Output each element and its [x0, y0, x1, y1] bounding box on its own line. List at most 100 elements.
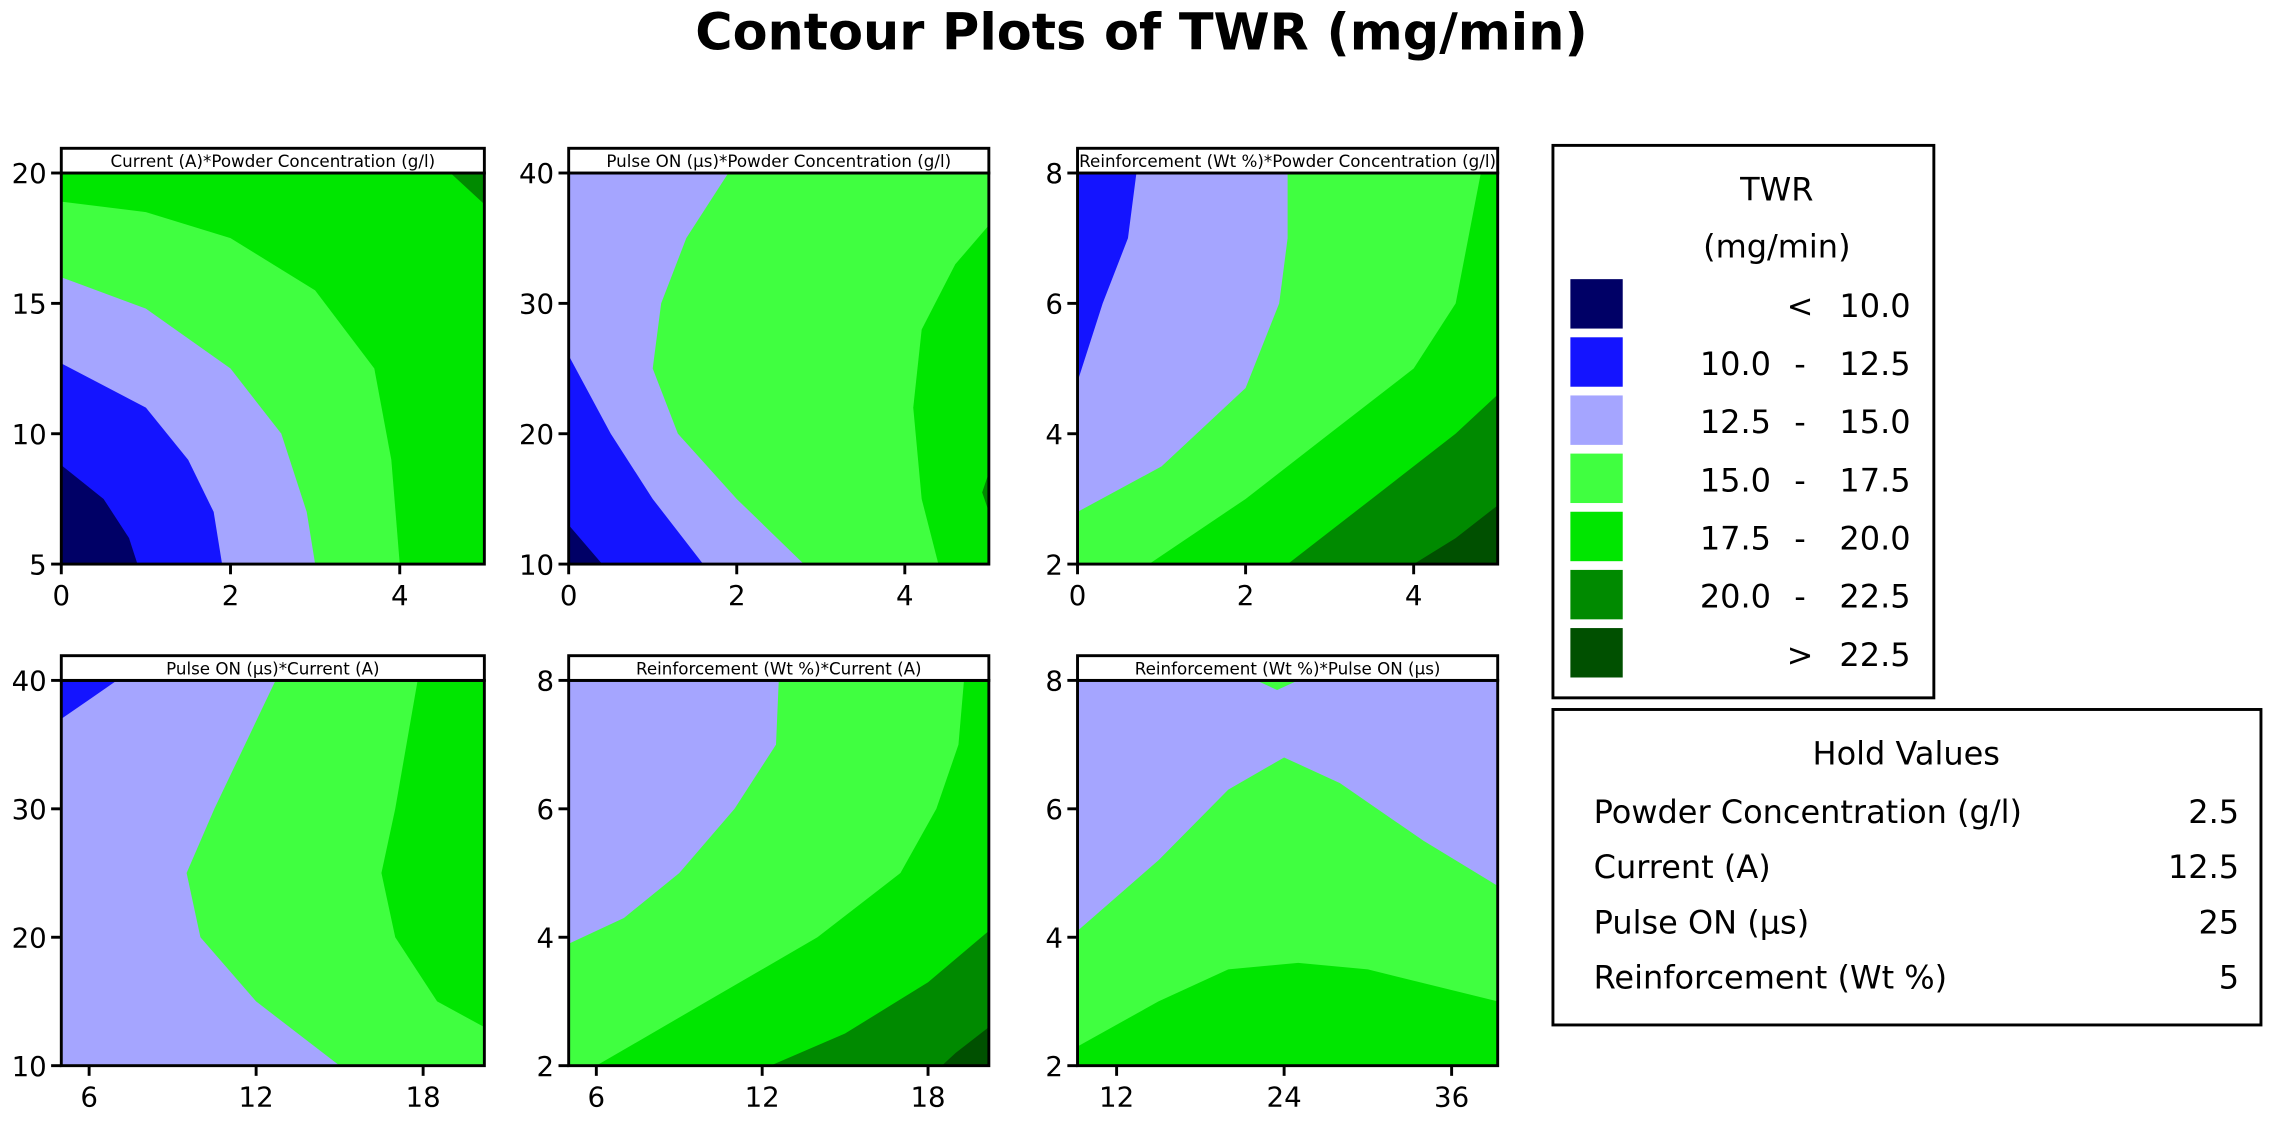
legend-high: 20.0: [1839, 520, 1910, 558]
y-tick-label: 40: [519, 157, 554, 190]
x-tick-label: 18: [910, 1080, 945, 1113]
legend-entry: 10.0-12.5: [1570, 337, 1911, 387]
legend-swatch: [1570, 279, 1623, 329]
contour-region: [596, 680, 989, 1066]
y-tick-label: 2: [537, 1050, 555, 1083]
contour-region: [1077, 173, 1137, 382]
panel-title-strip: [59, 654, 486, 682]
y-tick-label: 40: [12, 665, 47, 698]
y-tick-label: 10: [12, 418, 47, 451]
panel-title-strip: [1076, 654, 1500, 682]
y-tick-label: 6: [1045, 793, 1063, 826]
legend-low: 10.0: [1700, 345, 1771, 383]
y-tick-label: 20: [12, 921, 47, 954]
y-tick-label: 30: [519, 288, 554, 321]
y-tick-label: 15: [12, 288, 47, 321]
contour-region: [1413, 505, 1498, 565]
x-tick-label: 2: [222, 579, 240, 612]
hold-value: 25: [2198, 903, 2239, 941]
panel-title: Pulse ON (µs)*Powder Concentration (g/l): [606, 151, 951, 171]
legend-low: 12.5: [1700, 403, 1771, 441]
legend-high: 12.5: [1839, 345, 1910, 383]
legend-separator: -: [1794, 520, 1806, 558]
legend-units: (mg/min): [1703, 227, 1850, 265]
legend-separator: -: [1794, 345, 1806, 383]
legend-low: 20.0: [1700, 578, 1771, 616]
y-tick-label: 8: [537, 665, 555, 698]
panel-title-strip: [1076, 146, 1500, 175]
legend-high: 17.5: [1839, 461, 1910, 499]
legend-low: 15.0: [1700, 461, 1771, 499]
contour-panel: Pulse ON (µs)*Current (A) 6 12 18 10 20 30 40: [12, 654, 486, 1113]
x-tick-label: 4: [391, 579, 409, 612]
legend-separator: -: [1794, 403, 1806, 441]
legend-entry: 15.0-17.5: [1570, 453, 1911, 504]
legend-entry: 17.5-20.0: [1570, 511, 1911, 562]
contour-region: [1287, 394, 1498, 565]
contour-panel: Reinforcement (Wt %)*Pulse ON (µs)12 24 36…: [1045, 654, 1500, 1113]
panel-title: Current (A)*Powder Concentration (g/l): [110, 151, 435, 171]
legend-separator: >: [1787, 636, 1814, 674]
x-tick-label: 36: [1434, 1080, 1469, 1113]
hold-value: 12.5: [2168, 848, 2239, 886]
legend-high: 22.5: [1839, 636, 1910, 674]
contour-region: [1077, 962, 1498, 1066]
legend: TWR (mg/min) <10.010.0-12.512.5-15.015.0…: [1551, 143, 1936, 700]
x-tick-label: 2: [728, 579, 746, 612]
panel-title: Reinforcement (Wt %)*Powder Concentratio…: [1079, 151, 1496, 171]
y-tick-label: 10: [12, 1050, 47, 1083]
x-tick-label: 0: [1069, 579, 1087, 612]
contour-region: [913, 225, 989, 565]
y-tick-label: 20: [519, 418, 554, 451]
hold-value-name: Current (A): [1594, 848, 1771, 886]
contour-region: [450, 173, 485, 205]
hold-value: 5: [2219, 959, 2239, 997]
panel-title-strip: [59, 146, 486, 175]
panel-title: Pulse ON (µs)*Current (A): [166, 659, 379, 679]
legend-swatch: [1570, 569, 1623, 620]
legend-entry: 20.0-22.5: [1570, 569, 1911, 620]
x-tick-label: 24: [1267, 1080, 1302, 1113]
contour-region: [61, 680, 117, 719]
x-tick-label: 6: [588, 1080, 606, 1113]
y-tick-label: 10: [519, 548, 554, 581]
contour-region: [381, 680, 485, 1028]
legend-entry: <10.0: [1570, 279, 1911, 329]
contour-region: [1077, 173, 1288, 512]
legend-swatch: [1570, 628, 1623, 678]
y-tick-label: 4: [1045, 418, 1063, 451]
x-tick-label: 0: [560, 579, 578, 612]
legend-swatch: [1570, 453, 1623, 504]
contour-region: [982, 472, 989, 512]
x-tick-label: 12: [745, 1080, 780, 1113]
y-tick-label: 2: [1045, 548, 1063, 581]
y-tick-label: 4: [537, 921, 555, 954]
legend-swatch: [1570, 511, 1623, 562]
legend-separator: <: [1787, 287, 1814, 325]
chart-title: Contour Plots of TWR (mg/min): [695, 2, 1587, 61]
hold-value: 2.5: [2188, 793, 2239, 831]
legend-entry: 12.5-15.0: [1570, 395, 1911, 445]
y-tick-label: 8: [1045, 157, 1063, 190]
contour-region: [568, 355, 704, 565]
panel-title-strip: [567, 654, 991, 682]
panel-title: Reinforcement (Wt %)*Pulse ON (µs): [1135, 659, 1441, 679]
panel-title: Reinforcement (Wt %)*Current (A): [636, 659, 922, 679]
legend-low: 17.5: [1700, 520, 1771, 558]
contour-region: [568, 680, 779, 944]
y-tick-label: 20: [12, 157, 47, 190]
legend-entry: >22.5: [1570, 628, 1911, 678]
hold-values-title: Hold Values: [1813, 735, 2000, 773]
hold-value-name: Reinforcement (Wt %): [1594, 959, 1947, 997]
y-tick-label: 2: [1045, 1050, 1063, 1083]
y-tick-label: 6: [537, 793, 555, 826]
hold-values-box: Hold Values Powder Concentration (g/l) 2.…: [1551, 708, 2263, 1027]
contour-region: [1148, 173, 1498, 565]
legend-separator: -: [1794, 578, 1806, 616]
hold-value-name: Pulse ON (µs): [1594, 903, 1810, 941]
contour-region: [1256, 680, 1299, 690]
legend-high: 10.0: [1839, 287, 1910, 325]
x-tick-label: 18: [406, 1080, 441, 1113]
hold-value-name: Powder Concentration (g/l): [1594, 793, 2022, 831]
x-tick-label: 4: [1405, 579, 1423, 612]
